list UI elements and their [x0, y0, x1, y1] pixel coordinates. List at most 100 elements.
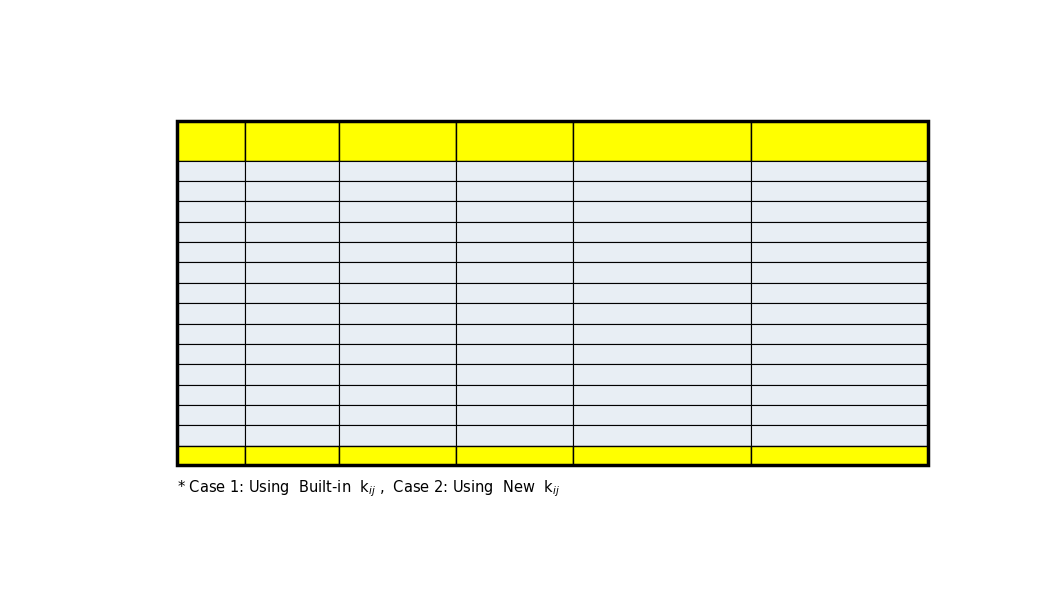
- Bar: [245, 446, 339, 465]
- Text: 1.359%: 1.359%: [635, 347, 689, 362]
- Bar: [339, 303, 456, 324]
- Bar: [339, 324, 456, 344]
- Bar: [573, 262, 750, 283]
- Text: 0.342%: 0.342%: [812, 428, 867, 443]
- Bar: [573, 324, 750, 344]
- Bar: [750, 222, 929, 242]
- Bar: [177, 181, 245, 201]
- Bar: [750, 283, 929, 303]
- Bar: [245, 426, 339, 446]
- Text: 1.472%: 1.472%: [812, 286, 867, 300]
- Text: 44.8945: 44.8945: [368, 224, 428, 239]
- Text: 57.995: 57.995: [267, 245, 317, 260]
- Bar: [573, 160, 750, 181]
- Bar: [177, 262, 245, 283]
- Text: 68.9901: 68.9901: [485, 265, 545, 280]
- Text: 196.9: 196.9: [190, 326, 232, 341]
- Bar: [177, 121, 245, 160]
- Bar: [750, 426, 929, 446]
- Bar: [573, 201, 750, 222]
- Bar: [177, 446, 245, 465]
- Bar: [456, 303, 573, 324]
- Bar: [750, 446, 929, 465]
- Text: 196.9: 196.9: [190, 387, 232, 402]
- Text: 196.9: 196.9: [190, 204, 232, 219]
- Text: 23.603: 23.603: [489, 184, 540, 198]
- Bar: [456, 201, 573, 222]
- Bar: [573, 344, 750, 364]
- Text: 17.0028: 17.0028: [367, 163, 428, 178]
- Bar: [750, 201, 929, 222]
- Bar: [339, 242, 456, 262]
- Bar: [573, 121, 750, 160]
- Bar: [456, 181, 573, 201]
- Bar: [245, 303, 339, 324]
- Text: 105.33: 105.33: [267, 306, 317, 321]
- Bar: [750, 405, 929, 426]
- Bar: [245, 201, 339, 222]
- Text: 134.798: 134.798: [368, 347, 428, 362]
- Text: 2.856%: 2.856%: [812, 204, 867, 219]
- Bar: [177, 364, 245, 385]
- Bar: [245, 405, 339, 426]
- Bar: [573, 426, 750, 446]
- Text: 135.213: 135.213: [485, 347, 545, 362]
- Bar: [339, 181, 456, 201]
- Bar: [177, 303, 245, 324]
- Text: 3.258%: 3.258%: [812, 184, 867, 198]
- Bar: [573, 364, 750, 385]
- Text: 104.673: 104.673: [485, 306, 545, 321]
- Text: 196.9: 196.9: [190, 184, 232, 198]
- Text: 145.19: 145.19: [267, 367, 317, 382]
- Text: 188.628: 188.628: [368, 428, 428, 443]
- Bar: [339, 344, 456, 364]
- Bar: [456, 446, 573, 465]
- Bar: [573, 242, 750, 262]
- Text: Using  Built-in
k$_{ij}$  AAD1 (%): Using Built-in k$_{ij}$ AAD1 (%): [610, 120, 714, 162]
- Text: 196.9: 196.9: [190, 306, 232, 321]
- Text: 196.9: 196.9: [190, 367, 232, 382]
- Bar: [177, 344, 245, 364]
- Bar: [339, 426, 456, 446]
- Bar: [750, 262, 929, 283]
- Text: 0.552%: 0.552%: [635, 245, 689, 260]
- Text: 104.031: 104.031: [368, 306, 428, 321]
- Bar: [177, 283, 245, 303]
- Text: 45.3641: 45.3641: [485, 224, 545, 239]
- Text: T(K): T(K): [196, 133, 226, 148]
- Text: 196.9: 196.9: [190, 224, 232, 239]
- Text: 181.493: 181.493: [368, 408, 428, 423]
- Text: 144.785: 144.785: [368, 367, 428, 382]
- Bar: [750, 242, 929, 262]
- Bar: [456, 160, 573, 181]
- Bar: [177, 242, 245, 262]
- Text: 0.860%: 0.860%: [635, 265, 689, 280]
- Text: 181.523: 181.523: [485, 408, 545, 423]
- Text: 196.9: 196.9: [190, 163, 232, 178]
- Text: 2.041%: 2.041%: [635, 224, 689, 239]
- Text: 163.166: 163.166: [485, 387, 545, 402]
- Bar: [750, 181, 929, 201]
- Text: 196.9: 196.9: [190, 408, 232, 423]
- Bar: [339, 201, 456, 222]
- Text: 196.9: 196.9: [190, 347, 232, 362]
- Text: 78.5248: 78.5248: [368, 286, 428, 300]
- Text: 0.109%: 0.109%: [635, 387, 689, 402]
- Bar: [339, 262, 456, 283]
- Bar: [339, 364, 456, 385]
- Bar: [177, 324, 245, 344]
- Text: 68.335: 68.335: [372, 265, 423, 280]
- Text: 196.9: 196.9: [190, 286, 232, 300]
- Text: 3.109%: 3.109%: [812, 224, 867, 239]
- Bar: [339, 160, 456, 181]
- Text: 123.59: 123.59: [267, 326, 317, 341]
- Text: 43.996: 43.996: [267, 224, 317, 239]
- Bar: [456, 262, 573, 283]
- Bar: [245, 160, 339, 181]
- Bar: [245, 283, 339, 303]
- Bar: [456, 242, 573, 262]
- Bar: [750, 121, 929, 160]
- Text: 68.928: 68.928: [267, 265, 317, 280]
- Text: 58.9132: 58.9132: [485, 245, 545, 260]
- Text: 평균: 평균: [202, 448, 219, 463]
